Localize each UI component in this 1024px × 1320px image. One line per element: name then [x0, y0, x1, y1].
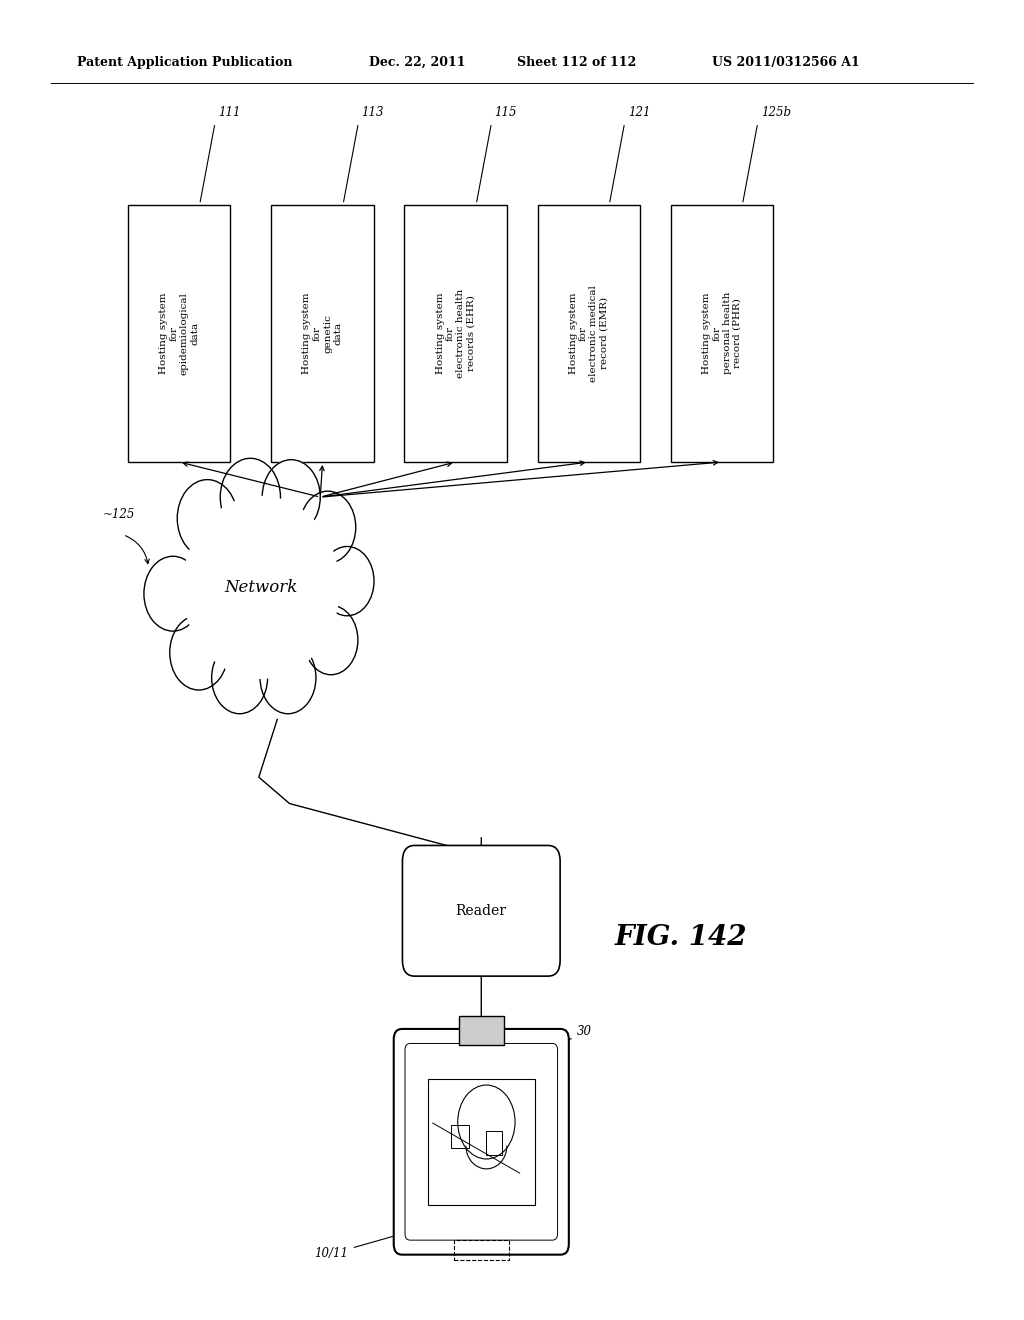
Text: Hosting system
for
genetic
data: Hosting system for genetic data: [302, 293, 343, 374]
Text: 125b: 125b: [761, 106, 791, 119]
Text: 111: 111: [218, 106, 241, 119]
Bar: [454, 1241, 509, 1259]
Text: 30: 30: [494, 1026, 592, 1080]
Text: Hosting system
for
epidemiological
data: Hosting system for epidemiological data: [159, 292, 200, 375]
Circle shape: [220, 458, 281, 536]
Text: Dec. 22, 2011: Dec. 22, 2011: [369, 55, 465, 69]
Circle shape: [300, 491, 355, 564]
Circle shape: [212, 642, 267, 714]
Circle shape: [260, 642, 316, 714]
Text: Hosting system
for
electronic health
records (EHR): Hosting system for electronic health rec…: [435, 289, 476, 378]
Bar: [451, 1125, 469, 1148]
Text: US 2011/0312566 A1: US 2011/0312566 A1: [712, 55, 859, 69]
Text: 115: 115: [495, 106, 517, 119]
Ellipse shape: [175, 487, 347, 688]
Text: 121: 121: [628, 106, 650, 119]
Bar: [404, 205, 507, 462]
Text: Hosting system
for
personal health
record (PHR): Hosting system for personal health recor…: [701, 292, 742, 375]
Bar: [538, 205, 640, 462]
Bar: [271, 205, 374, 462]
Circle shape: [304, 606, 358, 675]
Text: Hosting system
for
electronic medical
record (EMR): Hosting system for electronic medical re…: [568, 285, 609, 381]
Bar: [486, 1131, 502, 1155]
Circle shape: [177, 479, 238, 557]
Circle shape: [144, 556, 202, 631]
Bar: [459, 1016, 504, 1045]
FancyBboxPatch shape: [393, 1030, 568, 1254]
Text: Sheet 112 of 112: Sheet 112 of 112: [517, 55, 636, 69]
Circle shape: [262, 459, 321, 535]
FancyBboxPatch shape: [402, 845, 560, 977]
Ellipse shape: [183, 496, 339, 678]
Circle shape: [170, 615, 227, 690]
Text: Patent Application Publication: Patent Application Publication: [77, 55, 292, 69]
Text: ~125: ~125: [102, 508, 135, 521]
Bar: [128, 205, 230, 462]
Text: Reader: Reader: [456, 904, 507, 917]
Text: 10/11: 10/11: [314, 1232, 409, 1261]
Text: 113: 113: [361, 106, 384, 119]
Bar: [671, 205, 773, 462]
Bar: [428, 1080, 535, 1204]
Text: Network: Network: [224, 579, 298, 595]
Text: FIG. 142: FIG. 142: [614, 924, 746, 950]
Text: ~
12: ~ 12: [416, 932, 431, 957]
Circle shape: [321, 546, 374, 615]
